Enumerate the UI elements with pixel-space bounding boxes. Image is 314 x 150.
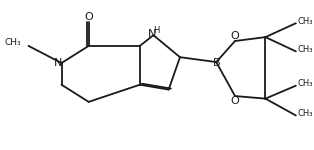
Text: N: N [53, 58, 62, 68]
Text: O: O [84, 12, 93, 22]
Text: CH₃: CH₃ [298, 79, 313, 88]
Text: B: B [213, 58, 220, 68]
Text: O: O [231, 31, 239, 41]
Text: H: H [153, 26, 160, 35]
Text: CH₃: CH₃ [298, 45, 313, 54]
Text: CH₃: CH₃ [298, 109, 313, 118]
Text: CH₃: CH₃ [298, 17, 313, 26]
Text: CH₃: CH₃ [4, 38, 21, 47]
Text: N: N [148, 29, 157, 39]
Text: O: O [231, 96, 239, 106]
